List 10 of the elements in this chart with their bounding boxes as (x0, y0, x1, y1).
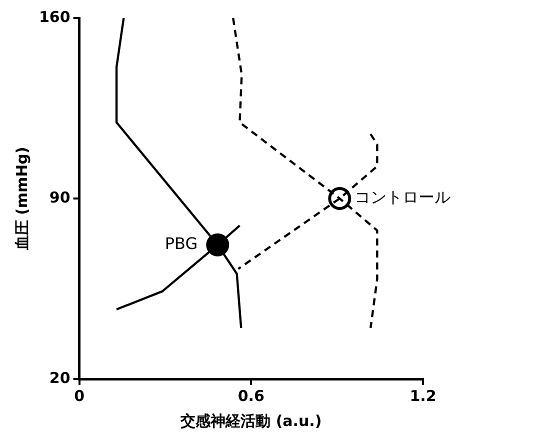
x-axis-title: 交感神経活動 (a.u.) (180, 412, 322, 430)
x-tick-label: 1.2 (410, 386, 436, 405)
x-tick-label: 0.6 (238, 386, 264, 405)
y-axis-title: 血圧 (mmHg) (12, 146, 31, 252)
series-label: PBG (164, 234, 198, 254)
y-tick-label: 160 (39, 8, 70, 26)
x-tick-label: 0 (74, 386, 85, 405)
series-label: コントロール (354, 188, 451, 207)
y-tick-label: 90 (49, 188, 70, 206)
y-tick-label: 20 (49, 368, 70, 387)
